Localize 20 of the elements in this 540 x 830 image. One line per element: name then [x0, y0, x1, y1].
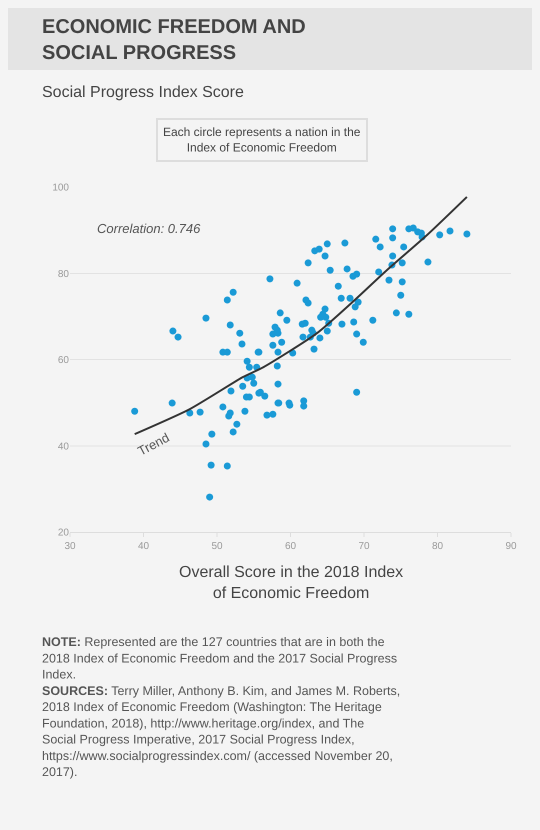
chart-subtitle: Social Progress Index Score	[42, 84, 244, 101]
x-tick-label: 60	[284, 541, 296, 552]
text: Trend	[135, 430, 172, 459]
x-tick-label: 80	[432, 541, 444, 552]
text: NOTE: Represented are the 127 countries that are in both the 2018 Index of Economic Freedom and the 2017 Social Progress Index.	[42, 635, 398, 682]
x-axis-title: Overall Score in the 2018 Index of Economic Freedom	[179, 564, 404, 602]
y-tick-label: 60	[58, 355, 70, 366]
x-tick-label: 50	[211, 541, 223, 552]
annotation: Correlation: 0.746	[97, 221, 202, 236]
x-tick-label: 90	[505, 541, 517, 552]
y-tick-label: 40	[58, 441, 70, 452]
text: Each circle represents a nation in the Index of Economic Freedom	[163, 125, 361, 155]
source-note: SOURCES: Terry Miller, Anthony B. Kim, and James M. Roberts, 2018 Index of Economic Freedom (Washington: The Heritage Foundation, 2018), http://www.heritage.org/index, and The Social Progress Imperative, 2017 Social Progress Index, https://www.socialprogressindex.com/ (accessed November 20, 2017).	[42, 684, 400, 779]
chart-title: ECONOMIC FREEDOM AND SOCIAL PROGRESS	[42, 16, 306, 64]
y-tick-label: 100	[52, 182, 70, 194]
x-tick-label: 30	[64, 541, 76, 552]
y-tick-label: 20	[58, 528, 70, 538]
x-tick-label: 40	[138, 541, 150, 552]
x-tick-label: 70	[358, 541, 370, 552]
y-tick-label: 80	[58, 268, 70, 280]
